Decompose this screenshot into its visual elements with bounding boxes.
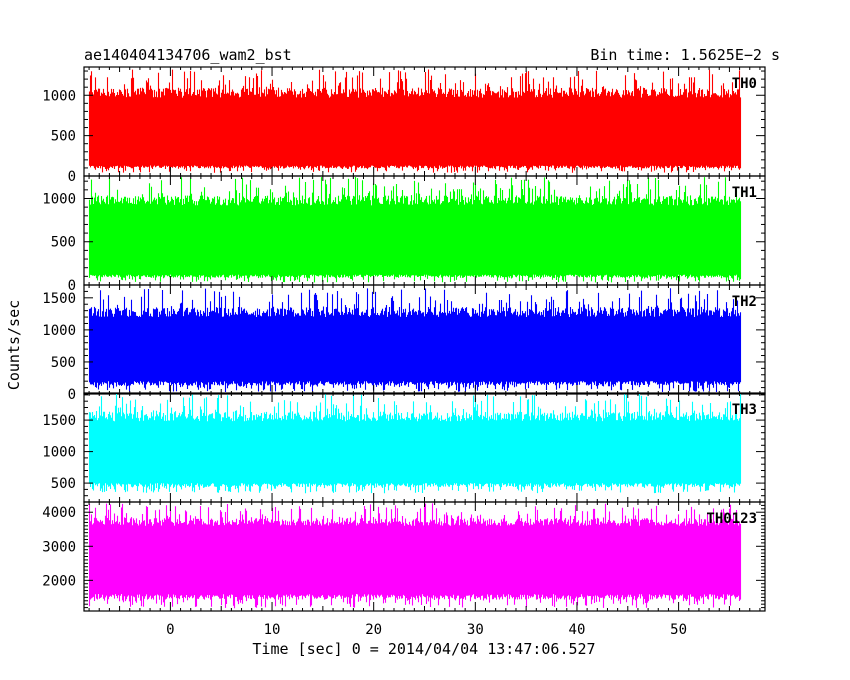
y-tick-label: 500 xyxy=(51,355,76,371)
series-trace-th0 xyxy=(88,69,742,173)
y-tick-label: 3000 xyxy=(42,539,76,555)
series-trace-th0123 xyxy=(88,503,742,609)
y-tick-label: 1500 xyxy=(42,291,76,307)
y-tick-label: 500 xyxy=(51,129,76,145)
x-tick-label: 20 xyxy=(365,622,382,638)
y-tick-label: 1000 xyxy=(42,445,76,461)
x-tick-label: 0 xyxy=(166,622,174,638)
y-tick-label: 0 xyxy=(68,387,76,403)
panel-label-th1: TH1 xyxy=(732,185,757,201)
x-axis-tick-labels: 0 10 20 30 40 50 xyxy=(166,622,687,638)
panel-th0123: 2000 3000 4000 TH0123 xyxy=(42,501,766,612)
y-tick-label: 500 xyxy=(51,476,76,492)
y-tick-label: 500 xyxy=(51,235,76,251)
y-tick-label: 4000 xyxy=(42,505,76,521)
series-trace-th2 xyxy=(88,288,742,392)
x-tick-label: 10 xyxy=(264,622,281,638)
panel-th2: 0 500 1000 1500 TH2 xyxy=(42,284,766,403)
y-tick-label: 1500 xyxy=(42,413,76,429)
x-tick-label: 40 xyxy=(569,622,586,638)
panel-th1: 0 500 1000 TH1 xyxy=(42,175,766,294)
panel-th3: 500 1000 1500 TH3 xyxy=(42,392,766,503)
panel-label-th0123: TH0123 xyxy=(706,511,757,527)
y-tick-label: 0 xyxy=(68,169,76,185)
x-axis-title: Time [sec] 0 = 2014/04/04 13:47:06.527 xyxy=(252,640,595,658)
y-tick-label: 0 xyxy=(68,278,76,294)
y-tick-label: 1000 xyxy=(42,323,76,339)
x-tick-label: 30 xyxy=(467,622,484,638)
panel-label-th2: TH2 xyxy=(732,294,757,310)
chart-title-left: ae140404134706_wam2_bst xyxy=(84,46,292,64)
panel-label-th0: TH0 xyxy=(732,76,757,92)
y-tick-label: 2000 xyxy=(42,573,76,589)
x-tick-label: 50 xyxy=(670,622,687,638)
panel-label-th3: TH3 xyxy=(732,402,757,418)
series-trace-th3 xyxy=(88,394,742,494)
panel-th0: 0 500 1000 TH0 xyxy=(42,66,766,185)
bin-time-label: Bin time: 1.5625E−2 s xyxy=(590,46,780,64)
y-axis-title: Counts/sec xyxy=(5,300,23,390)
panels-group: 0 500 1000 TH0 0 500 1000 TH1 0 500 1000 1500 TH2 500… xyxy=(42,66,766,612)
y-tick-label: 1000 xyxy=(42,191,76,207)
y-tick-label: 1000 xyxy=(42,88,76,104)
series-trace-th1 xyxy=(88,177,742,283)
